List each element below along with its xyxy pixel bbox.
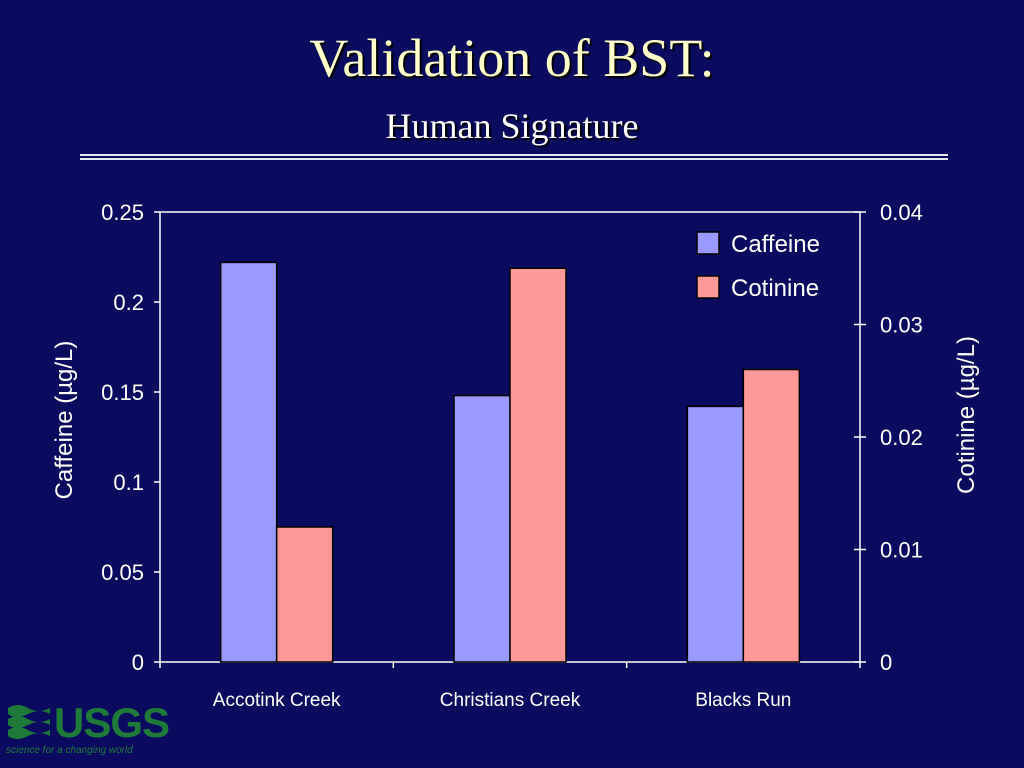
right-axis-tick-label: 0.01	[880, 538, 923, 563]
bar-cotinine	[509, 267, 567, 663]
legend-swatch-cotinine	[696, 275, 720, 299]
bar-caffeine	[219, 261, 278, 663]
x-axis-category-label: Accotink Creek	[213, 690, 341, 711]
left-axis-tick-label: 0.05	[101, 560, 144, 585]
right-axis-tick-label: 0	[880, 650, 892, 675]
title-divider-top	[80, 154, 948, 156]
x-axis-category-label: Christians Creek	[440, 690, 581, 711]
bar-cotinine	[275, 526, 334, 663]
right-axis-tick-label: 0.02	[880, 425, 923, 450]
bar-caffeine	[686, 405, 745, 663]
usgs-wave-icon	[8, 705, 50, 739]
slide-title: Validation of BST:	[309, 28, 715, 88]
usgs-logo-tagline: science for a changing world	[6, 745, 133, 756]
left-axis-title: Caffeine (µg/L)	[51, 341, 78, 500]
legend-swatch-caffeine	[696, 231, 720, 255]
right-axis-tick-label: 0.03	[880, 313, 923, 338]
bar-caffeine	[453, 394, 511, 663]
right-axis-tick-label: 0.04	[880, 200, 923, 225]
legend-label-cotinine: Cotinine	[731, 275, 819, 302]
left-axis-tick-label: 0.15	[101, 380, 144, 405]
legend-label-caffeine: Caffeine	[731, 231, 820, 258]
usgs-logo-wordmark: USGS	[54, 699, 170, 746]
title-divider-bottom	[80, 158, 948, 160]
right-axis-title: Cotinine (µg/L)	[953, 336, 980, 494]
left-axis-tick-label: 0.25	[101, 200, 144, 225]
left-axis-tick-label: 0.1	[113, 470, 144, 495]
usgs-logo: USGS science for a changing world	[6, 699, 170, 764]
slide-subtitle: Human Signature	[385, 106, 639, 146]
left-axis-tick-label: 0.2	[113, 290, 144, 315]
bar-cotinine	[742, 368, 801, 663]
x-axis-category-label: Blacks Run	[695, 690, 791, 711]
left-axis-tick-label: 0	[132, 650, 144, 675]
